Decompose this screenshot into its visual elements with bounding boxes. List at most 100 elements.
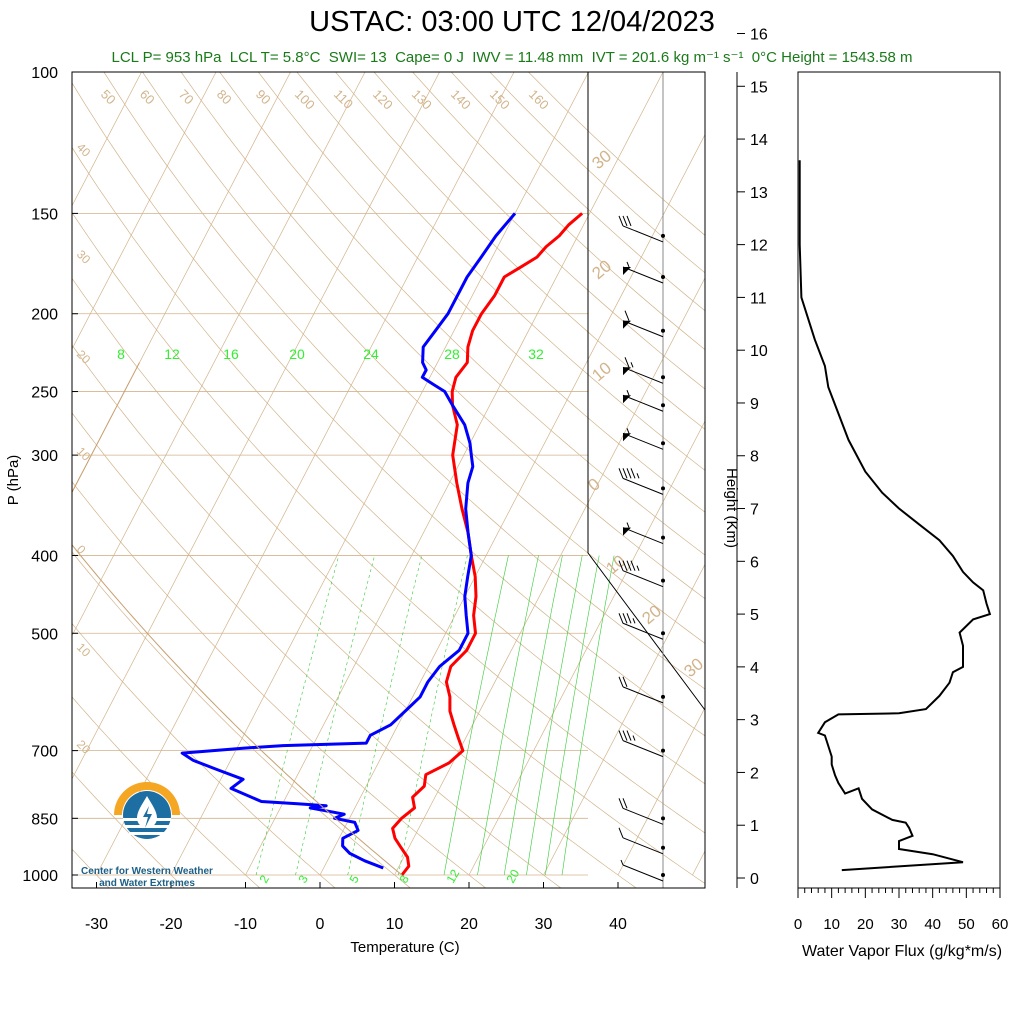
wind-barb-full: [622, 560, 628, 571]
wind-barb-dot: [661, 845, 665, 850]
wind-barb-dot: [661, 873, 665, 877]
height-tick-label: 1: [750, 818, 759, 835]
wind-barb-full: [618, 215, 624, 227]
parcel-path: [72, 362, 403, 876]
flux-tick-label: 10: [823, 916, 840, 933]
wind-barb-full: [626, 215, 632, 227]
wind-barb: [622, 428, 665, 450]
flux-axis-title: Water Vapor Flux (g/kg*m/s): [802, 943, 1002, 960]
mixing-ratio-line: [545, 555, 600, 876]
dry-adiabat-line: [72, 623, 336, 888]
isotherm-line: [617, 706, 705, 876]
mixing-ratio-line: [477, 555, 539, 876]
dry-adiabat-line: [373, 72, 705, 390]
wind-barb-dot: [661, 403, 665, 408]
mixing-ratio-label: 24: [363, 346, 379, 362]
wind-barb-full: [622, 215, 628, 227]
isotherm-line: [543, 563, 705, 876]
dry-adiabat-line: [72, 696, 261, 888]
wind-barb: [622, 390, 665, 412]
pressure-tick-label: 100: [31, 65, 58, 82]
dry-adiabat-line: [72, 344, 637, 888]
wind-barb: [618, 613, 665, 640]
height-tick-label: 16: [750, 26, 768, 43]
logo-text-line2: and Water Extremes: [99, 878, 195, 889]
height-tick-label: 14: [750, 132, 768, 149]
adiabat-label: 20: [74, 347, 94, 367]
adiabat-label: 20: [74, 737, 94, 757]
wind-barb-dot: [661, 535, 665, 540]
wind-barb-half: [636, 565, 640, 571]
dry-adiabat-line: [142, 72, 705, 644]
skew-boundary: [587, 72, 706, 711]
wind-barb-full: [626, 560, 632, 571]
height-tick-label: 13: [750, 185, 768, 202]
wind-barb-full: [630, 560, 636, 571]
mixing-ratio-label: 3: [295, 872, 311, 885]
temperature-axis-title: Temperature (C): [350, 939, 459, 956]
isotherm-line: [72, 72, 217, 350]
wind-barb-full: [618, 798, 624, 809]
mixing-ratio-label: 12: [443, 867, 462, 886]
height-tick-label: 6: [750, 554, 759, 571]
pressure-axis-title: P (hPa): [5, 455, 22, 506]
iwv-value: IWV = 11.48 mm: [472, 49, 584, 66]
wind-barb-dot: [661, 631, 665, 636]
pressure-tick-label: 1000: [22, 868, 58, 885]
wind-barb-full: [618, 560, 624, 571]
mixing-ratio-label: 20: [503, 867, 522, 886]
dry-adiabat-line: [72, 277, 705, 884]
dry-adiabat-line: [103, 72, 705, 690]
temperature-tick-label: -20: [159, 916, 182, 933]
flux-frame: [797, 71, 1001, 889]
wind-barb-full: [622, 468, 628, 479]
height-tick-label: 10: [750, 343, 768, 360]
wind-barb-staff: [622, 570, 664, 588]
wind-barb-dot: [661, 486, 665, 491]
wind-barb-full: [618, 730, 624, 741]
isotherm-label: 130: [409, 87, 435, 113]
wind-barb-half: [626, 390, 630, 396]
mixing-ratio-line: [347, 555, 423, 876]
mixing-ratio-line: [443, 555, 509, 876]
dry-adiabat-line: [258, 72, 705, 513]
isotherm-line: [72, 72, 440, 780]
wind-barb-half: [636, 473, 640, 479]
wind-barb: [618, 215, 665, 243]
flux-tick-label: 50: [958, 916, 975, 933]
wind-barb: [618, 468, 665, 495]
height-tick-label: 15: [750, 79, 768, 96]
wind-barb-full: [622, 676, 628, 688]
height-tick-label: 7: [750, 502, 759, 519]
dry-adiabat-line: [72, 211, 705, 834]
wind-barb-full: [622, 730, 628, 741]
wind-barb-dot: [661, 375, 665, 380]
isotherm-line: [468, 420, 705, 876]
height-tick-label: 9: [750, 396, 759, 413]
dry-adiabat-line: [72, 481, 487, 888]
flux-tick-label: 30: [891, 916, 908, 933]
wind-barb: [620, 859, 665, 882]
wind-barb-flag: [623, 527, 631, 536]
mixing-ratio-line: [561, 555, 615, 876]
mixing-ratio-label: 28: [444, 346, 460, 362]
height-tick-label: 4: [750, 660, 759, 677]
wind-barb: [622, 310, 665, 338]
wind-barb-full: [624, 310, 630, 321]
temperature-tick-label: 20: [460, 916, 478, 933]
wind-barb-full: [624, 357, 630, 368]
dry-adiabat-line: [296, 72, 705, 471]
temperature-tick-label: 10: [386, 916, 404, 933]
temperature-tick-label: -30: [85, 916, 108, 933]
flux-tick-label: 40: [924, 916, 941, 933]
wind-barb-flag: [623, 320, 631, 329]
height-tick-label: 0: [750, 871, 759, 888]
wind-barb-full: [618, 676, 624, 688]
adiabat-label: 30: [680, 654, 707, 681]
adiabat-label: 40: [74, 140, 94, 160]
mixing-ratio-line: [295, 555, 375, 876]
mixing-ratio-label: 16: [223, 346, 239, 362]
wind-barb-dot: [661, 233, 665, 238]
wind-barb-dot: [661, 748, 665, 753]
